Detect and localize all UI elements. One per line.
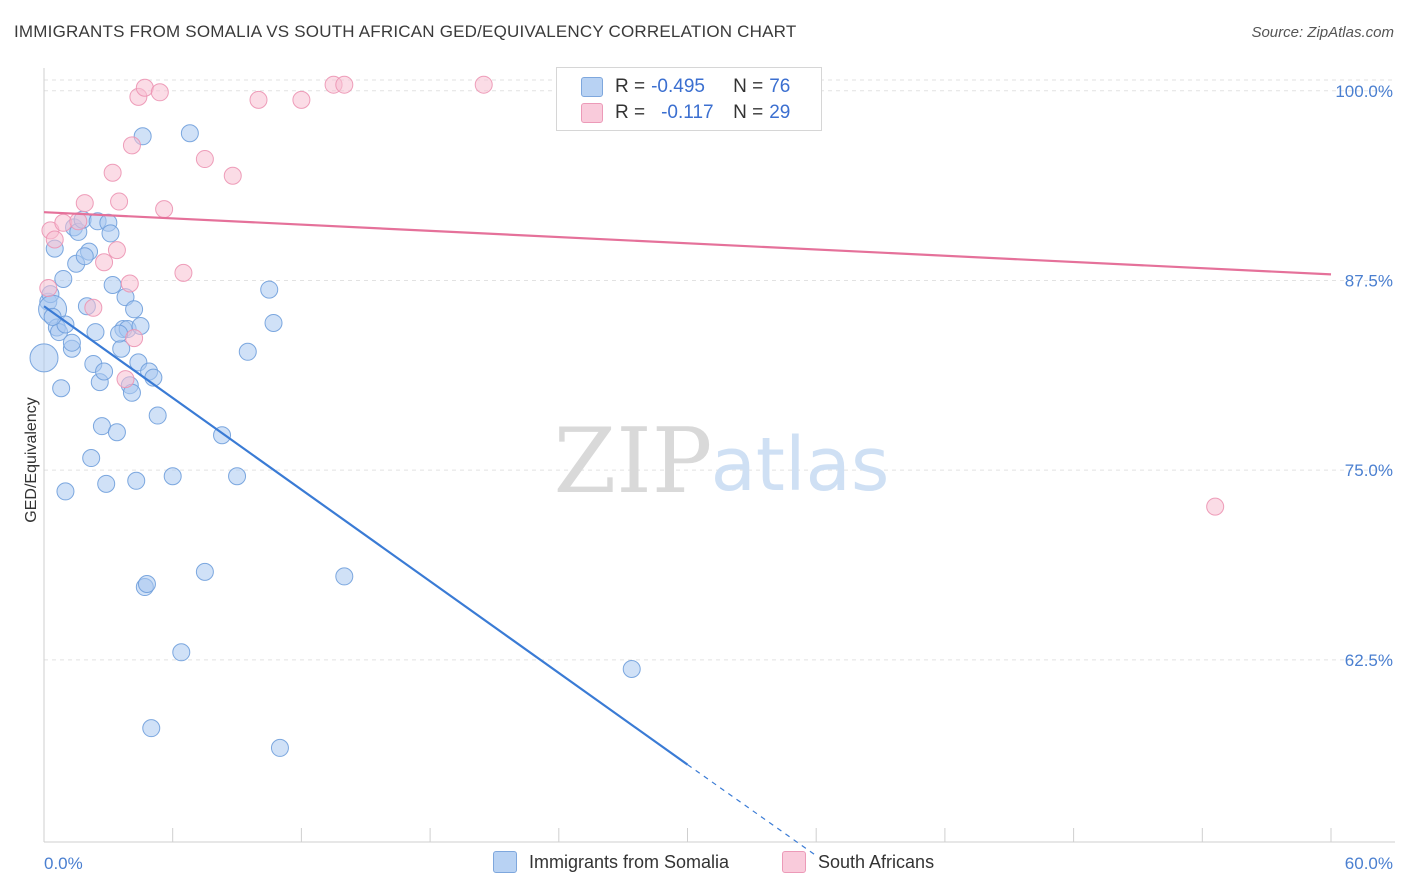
legend-r-label: R =	[615, 76, 646, 97]
watermark-zip: ZIP	[554, 409, 713, 514]
legend-swatch-somalia	[581, 77, 603, 97]
south-africans-point	[84, 298, 103, 317]
somalia-point	[82, 449, 101, 468]
south-africans-trend-line	[43, 211, 1332, 276]
south-africans-point	[120, 274, 139, 293]
x-tick-label-max: 60.0%	[1345, 854, 1393, 873]
somalia-point	[180, 124, 199, 143]
somalia-point	[228, 467, 247, 486]
south-africans-point	[69, 212, 88, 231]
south-africans-point	[155, 200, 174, 219]
somalia-point	[75, 247, 94, 266]
south-africans-point	[45, 230, 64, 249]
legend-swatch-south-africans	[782, 851, 806, 873]
south-africans-point	[122, 136, 141, 155]
chart-title: IMMIGRANTS FROM SOMALIA VS SOUTH AFRICAN…	[14, 22, 797, 41]
south-africans-point	[39, 279, 58, 298]
south-africans-point	[174, 263, 193, 282]
south-africans-point	[103, 163, 122, 182]
somalia-point	[92, 417, 111, 436]
somalia-point	[622, 659, 641, 678]
south-africans-point	[110, 192, 129, 211]
legend-n-value-somalia: 76	[769, 76, 791, 97]
south-africans-point	[75, 194, 94, 213]
south-africans-point	[135, 78, 154, 97]
y-tick-label: 75.0%	[1345, 461, 1393, 480]
y-tick-label: 87.5%	[1345, 271, 1393, 290]
series-legend: Immigrants from Somalia South Africans	[0, 851, 1406, 879]
gridlines	[44, 79, 1395, 661]
somalia-point	[52, 379, 71, 398]
somalia-point	[195, 562, 214, 581]
somalia-point	[62, 333, 81, 352]
somalia-point	[95, 362, 114, 381]
legend-item-somalia[interactable]: Immigrants from Somalia	[493, 851, 729, 873]
south-africans-point	[292, 90, 311, 109]
y-axis-label: GED/Equivalency	[23, 397, 40, 522]
legend-row-somalia: R = -0.495 N = 76	[581, 75, 790, 99]
south-africans-point	[150, 83, 169, 102]
somalia-point	[137, 575, 156, 593]
data-points	[29, 75, 1225, 757]
somalia-point	[110, 324, 129, 343]
somalia-point	[163, 467, 182, 486]
correlation-legend: R = -0.495 N = 76 R = -0.117 N = 29	[556, 67, 822, 131]
south-africans-point	[335, 75, 354, 94]
tick-labels: 62.5% 75.0% 87.5% 100.0% 0.0% 60.0%	[44, 82, 1393, 873]
legend-swatch-south-africans	[581, 103, 603, 123]
somalia-point	[29, 343, 59, 373]
legend-n-label: N =	[733, 102, 764, 123]
south-africans-point	[1206, 497, 1225, 516]
somalia-point	[172, 643, 191, 662]
somalia-trend-extension	[687, 764, 817, 857]
somalia-point	[148, 406, 167, 425]
south-africans-point	[223, 166, 242, 185]
somalia-point	[86, 323, 105, 342]
south-africans-point	[125, 329, 144, 348]
somalia-point	[264, 313, 283, 332]
somalia-point	[56, 482, 75, 501]
south-africans-point	[54, 213, 73, 232]
source-label: Source: ZipAtlas.com	[1251, 24, 1394, 41]
watermark: ZIP atlas	[554, 409, 890, 514]
south-africans-point	[474, 75, 493, 94]
south-africans-point	[195, 150, 214, 169]
south-africans-point	[249, 90, 268, 109]
somalia-point	[127, 471, 146, 490]
somalia-point	[103, 276, 122, 295]
south-africans-point	[107, 241, 126, 260]
y-tick-label: 62.5%	[1345, 651, 1393, 670]
legend-n-value-south-africans: 29	[769, 102, 791, 123]
somalia-point	[270, 738, 289, 757]
somalia-point	[54, 269, 73, 288]
somalia-point	[107, 423, 126, 442]
somalia-point	[335, 567, 354, 586]
legend-n-label: N =	[733, 76, 764, 97]
legend-r-label: R =	[615, 102, 646, 123]
legend-row-south-africans: R = -0.117 N = 29	[581, 101, 790, 125]
y-tick-label: 100.0%	[1335, 82, 1393, 101]
legend-item-south-africans[interactable]: South Africans	[782, 851, 934, 873]
legend-r-value-somalia: -0.495	[651, 76, 705, 97]
somalia-point	[101, 224, 120, 243]
legend-swatch-somalia	[493, 851, 517, 873]
trend-lines	[43, 211, 1332, 857]
legend-label-south-africans: South Africans	[818, 851, 935, 872]
legend-label-somalia: Immigrants from Somalia	[529, 851, 730, 872]
watermark-atlas: atlas	[711, 422, 890, 508]
axes	[43, 68, 1395, 843]
legend-r-value-south-africans: -0.117	[661, 102, 714, 123]
somalia-point	[125, 300, 144, 319]
south-africans-point	[116, 370, 135, 389]
somalia-point	[97, 474, 116, 493]
somalia-point	[142, 719, 161, 738]
somalia-point	[43, 307, 62, 326]
x-tick-label-min: 0.0%	[44, 854, 83, 873]
somalia-point	[260, 280, 279, 299]
somalia-trend-line	[43, 305, 689, 766]
south-africans-point	[95, 253, 114, 272]
somalia-point	[238, 342, 257, 361]
